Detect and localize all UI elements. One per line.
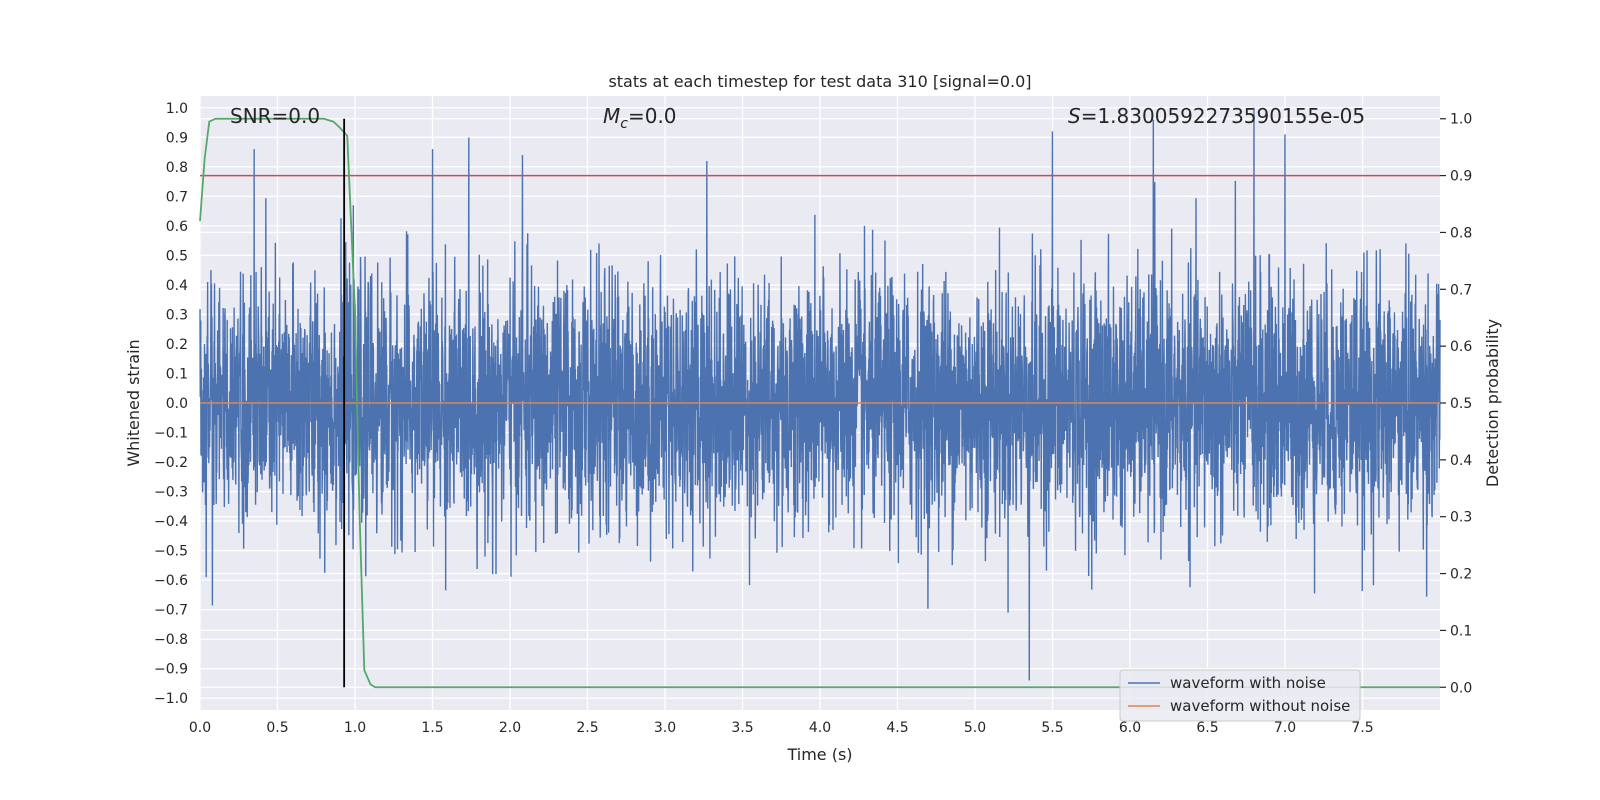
chart-title: stats at each timestep for test data 310… — [608, 72, 1031, 91]
y2-tick-label: 0.8 — [1450, 225, 1472, 241]
x-tick-label: 2.0 — [499, 720, 521, 736]
noise-waveform-line — [199, 107, 1441, 681]
y-tick-label: −1.0 — [154, 691, 188, 707]
y-tick-label: −0.4 — [154, 514, 188, 530]
legend-label-noise: waveform with noise — [1170, 674, 1326, 692]
y-tick-label: −0.5 — [154, 544, 188, 560]
y-tick-label: 0.9 — [166, 130, 188, 146]
x-tick-label: 7.5 — [1351, 720, 1373, 736]
y-tick-label: −0.8 — [154, 632, 188, 648]
chirp-mass-subscript: c — [620, 116, 628, 132]
y-tick-label: 0.4 — [166, 278, 188, 294]
snr-annotation: SNR=0.0 — [230, 104, 320, 128]
s-value: =1.8300592273590155e-05 — [1081, 104, 1365, 128]
y2-tick-label: 0.0 — [1450, 680, 1472, 696]
y-tick-label: 0.8 — [166, 160, 188, 176]
legend-box — [1119, 669, 1361, 722]
axis-ticks: 0.0 0.5 1.0 1.5 2.0 2.5 3.0 3.5 4.0 4.5 5.0 5.5 6.0 6… — [154, 101, 1472, 736]
series-detection-probability — [199, 117, 1440, 689]
x-tick-label: 2.5 — [576, 720, 598, 736]
x-tick-label: 6.5 — [1196, 720, 1218, 736]
x-tick-label: 7.0 — [1274, 720, 1296, 736]
x-tick-label: 4.0 — [809, 720, 831, 736]
x-tick-label: 3.0 — [654, 720, 676, 736]
y-tick-label: −0.9 — [154, 662, 188, 678]
x-tick-label: 1.5 — [421, 720, 443, 736]
legend: waveform with noise waveform without noi… — [1119, 669, 1361, 722]
detection-probability-line — [199, 117, 1440, 689]
y-tick-label: −0.3 — [154, 485, 188, 501]
y2-tick-label: 1.0 — [1450, 112, 1472, 128]
x-tick-label: 0.0 — [189, 720, 211, 736]
x-tick-label: 5.5 — [1041, 720, 1063, 736]
y-tick-label: −0.7 — [154, 603, 188, 619]
y-tick-label: 0.3 — [166, 307, 188, 323]
y-tick-label: −0.1 — [154, 426, 188, 442]
y2-tick-label: 0.7 — [1450, 282, 1472, 298]
y2-tick-label: 0.9 — [1450, 169, 1472, 185]
y2-tick-label: 0.1 — [1450, 623, 1472, 639]
x-axis-label: Time (s) — [786, 745, 852, 764]
y2-tick-label: 0.2 — [1450, 567, 1472, 583]
y2-tick-label: 0.3 — [1450, 510, 1472, 526]
y-tick-label: 1.0 — [166, 101, 188, 117]
s-symbol: S — [1068, 104, 1081, 128]
y-tick-label: 0.5 — [166, 248, 188, 264]
chirp-mass-symbol: M — [603, 104, 620, 128]
chirp-mass-value: =0.0 — [628, 104, 677, 128]
y2-tick-label: 0.4 — [1450, 453, 1472, 469]
y-tick-label: −0.6 — [154, 573, 188, 589]
y-tick-label: 0.2 — [166, 337, 188, 353]
y-tick-label: 0.0 — [166, 396, 188, 412]
x-tick-label: 6.0 — [1119, 720, 1141, 736]
y-tick-label: 0.1 — [166, 366, 188, 382]
y-tick-label: −0.2 — [154, 455, 188, 471]
s-annotation: S=1.8300592273590155e-05 — [1068, 104, 1365, 128]
x-tick-label: 3.5 — [731, 720, 753, 736]
x-tick-label: 4.5 — [886, 720, 908, 736]
y-tick-label: 0.6 — [166, 219, 188, 235]
chirp-mass-annotation: Mc=0.0 — [603, 104, 677, 132]
series-waveform-with-noise — [199, 107, 1441, 681]
x-tick-label: 0.5 — [266, 720, 288, 736]
x-tick-label: 1.0 — [344, 720, 366, 736]
y2-tick-label: 0.5 — [1450, 396, 1472, 412]
y2-axis-label: Detection probability — [1483, 319, 1502, 487]
legend-label-clean: waveform without noise — [1170, 697, 1350, 715]
y-tick-label: 0.7 — [166, 189, 188, 205]
x-tick-label: 5.0 — [964, 720, 986, 736]
y-axis-label: Whitened strain — [124, 339, 143, 466]
y2-tick-label: 0.6 — [1450, 339, 1472, 355]
